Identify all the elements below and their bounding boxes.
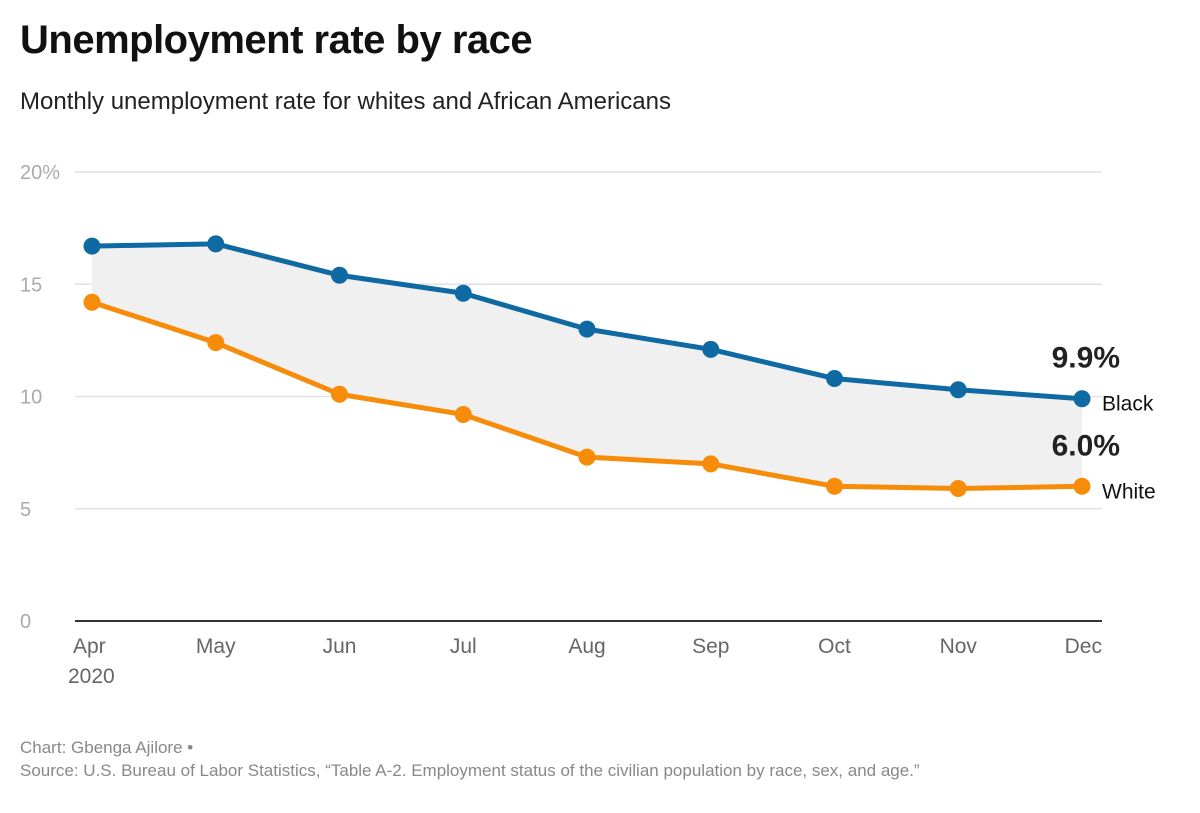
end-value-label-white: 6.0% (1052, 429, 1120, 462)
x-tick-label: Oct (818, 635, 851, 658)
chart-credit: Chart: Gbenga Ajilore • (20, 738, 194, 757)
data-point-black (702, 340, 720, 358)
data-point-white (949, 480, 967, 498)
chart-footer: Chart: Gbenga Ajilore • Source: U.S. Bur… (20, 736, 920, 782)
data-point-white (578, 448, 596, 466)
chart-source: Source: U.S. Bureau of Labor Statistics,… (20, 761, 920, 780)
series-label-black: Black (1102, 393, 1154, 416)
data-point-white (207, 334, 225, 352)
data-point-black (83, 237, 101, 255)
y-tick-label: 20% (20, 162, 60, 184)
y-tick-label: 5 (20, 499, 31, 521)
chart-subtitle: Monthly unemployment rate for whites and… (20, 88, 671, 115)
gap-area (92, 243, 1082, 489)
x-tick-label: Aug (568, 635, 605, 658)
data-point-white (826, 477, 843, 495)
y-tick-label: 10 (20, 387, 42, 409)
gap-fill (92, 243, 1082, 489)
data-point-white (331, 385, 348, 403)
data-point-black (949, 381, 967, 399)
x-tick-label: Sep (692, 635, 729, 658)
x-tick-label: May (196, 635, 236, 658)
x-tick-year-label: 2020 (68, 665, 115, 688)
y-tick-label: 15 (20, 274, 42, 296)
data-point-black (578, 320, 596, 338)
x-axis-ticks: Apr May Jun Jul Aug Sep Oct Nov Dec 2020 (68, 635, 1102, 688)
data-points (83, 235, 1091, 498)
data-point-black (826, 370, 843, 388)
data-point-black (331, 266, 348, 284)
data-point-black (207, 235, 225, 253)
data-point-white (83, 293, 101, 311)
x-tick-label: Apr (73, 635, 106, 658)
data-point-white (702, 455, 720, 473)
chart-title: Unemployment rate by race (20, 18, 533, 62)
x-tick-label: Jun (323, 635, 357, 658)
series-label-white: White (1102, 480, 1156, 503)
y-tick-label: 0 (20, 611, 31, 633)
data-point-black (454, 284, 472, 302)
data-point-black (1073, 390, 1091, 408)
x-tick-label: Jul (450, 635, 477, 658)
series-end-labels: Black 9.9% White 6.0% (1052, 342, 1156, 504)
data-point-white (1073, 477, 1091, 495)
y-axis-ticks: 20% 15 10 5 0 (20, 162, 60, 633)
end-value-label-black: 9.9% (1052, 342, 1120, 375)
data-point-white (454, 405, 472, 423)
x-tick-label: Nov (940, 635, 978, 658)
x-tick-label: Dec (1065, 635, 1102, 658)
